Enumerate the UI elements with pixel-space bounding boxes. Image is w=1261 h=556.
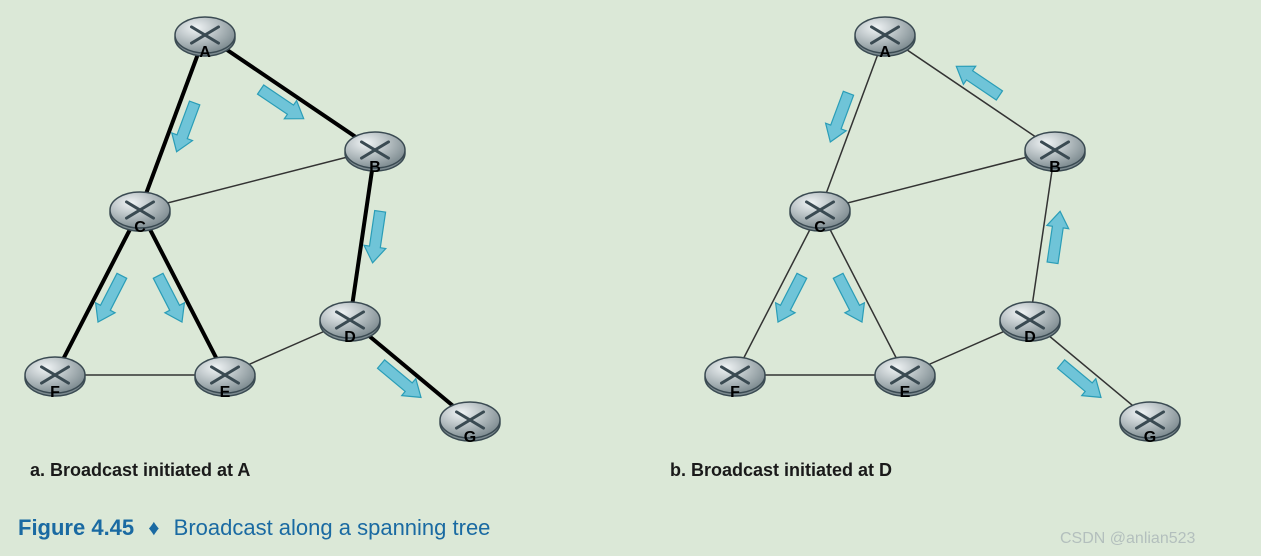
node-label-D: D (344, 329, 356, 346)
node-label-D: D (1024, 329, 1036, 346)
watermark-text: CSDN @anlian523 (1060, 530, 1195, 548)
node-B: B (1025, 132, 1085, 176)
node-F: F (25, 357, 85, 401)
edge-A-B (885, 35, 1055, 150)
node-label-A: A (879, 44, 891, 61)
node-C: C (110, 192, 170, 236)
panel-b-nodes: A B C D E F G (705, 17, 1180, 446)
panel-a-nodes: A B C D E F G (25, 17, 500, 446)
edge-C-F (55, 210, 140, 375)
node-label-G: G (464, 429, 476, 446)
node-label-B: B (1049, 159, 1061, 176)
node-label-C: C (134, 219, 146, 236)
node-A: A (175, 17, 235, 61)
node-label-F: F (730, 384, 740, 401)
panel-b-edges (735, 35, 1150, 420)
node-label-E: E (900, 384, 911, 401)
figure-caption-text: Broadcast along a spanning tree (174, 515, 491, 540)
figure-separator-icon: ♦ (148, 515, 159, 540)
flow-arrow-B-D (364, 211, 386, 263)
flow-arrow-B-A (956, 66, 1002, 100)
node-E: E (875, 357, 935, 401)
edge-A-C (140, 35, 205, 210)
edge-C-E (140, 210, 225, 375)
node-E: E (195, 357, 255, 401)
flow-arrow-D-B (1047, 211, 1069, 263)
node-D: D (1000, 302, 1060, 346)
node-G: G (1120, 402, 1180, 446)
caption-a: a. Broadcast initiated at A (30, 460, 250, 481)
node-label-C: C (814, 219, 826, 236)
flow-arrow-C-F (96, 273, 127, 322)
edge-C-E (820, 210, 905, 375)
edge-C-B (820, 150, 1055, 210)
node-A: A (855, 17, 915, 61)
flow-arrow-A-C (826, 91, 854, 142)
caption-b: b. Broadcast initiated at D (670, 460, 892, 481)
flow-arrow-C-E (833, 273, 864, 322)
node-label-G: G (1144, 429, 1156, 446)
edge-A-C (820, 35, 885, 210)
flow-arrow-C-E (153, 273, 184, 322)
node-B: B (345, 132, 405, 176)
flow-arrow-A-B (258, 85, 304, 119)
figure-number: Figure 4.45 (18, 515, 134, 540)
node-label-E: E (220, 384, 231, 401)
node-label-F: F (50, 384, 60, 401)
flow-arrow-D-G (1058, 360, 1102, 398)
flow-arrow-D-G (378, 360, 422, 398)
flow-arrow-C-F (776, 273, 807, 322)
edge-C-B (140, 150, 375, 210)
node-G: G (440, 402, 500, 446)
figure-title: Figure 4.45 ♦ Broadcast along a spanning… (18, 515, 490, 541)
node-label-B: B (369, 159, 381, 176)
node-C: C (790, 192, 850, 236)
node-F: F (705, 357, 765, 401)
edge-C-F (735, 210, 820, 375)
edge-A-B (205, 35, 375, 150)
node-label-A: A (199, 44, 211, 61)
